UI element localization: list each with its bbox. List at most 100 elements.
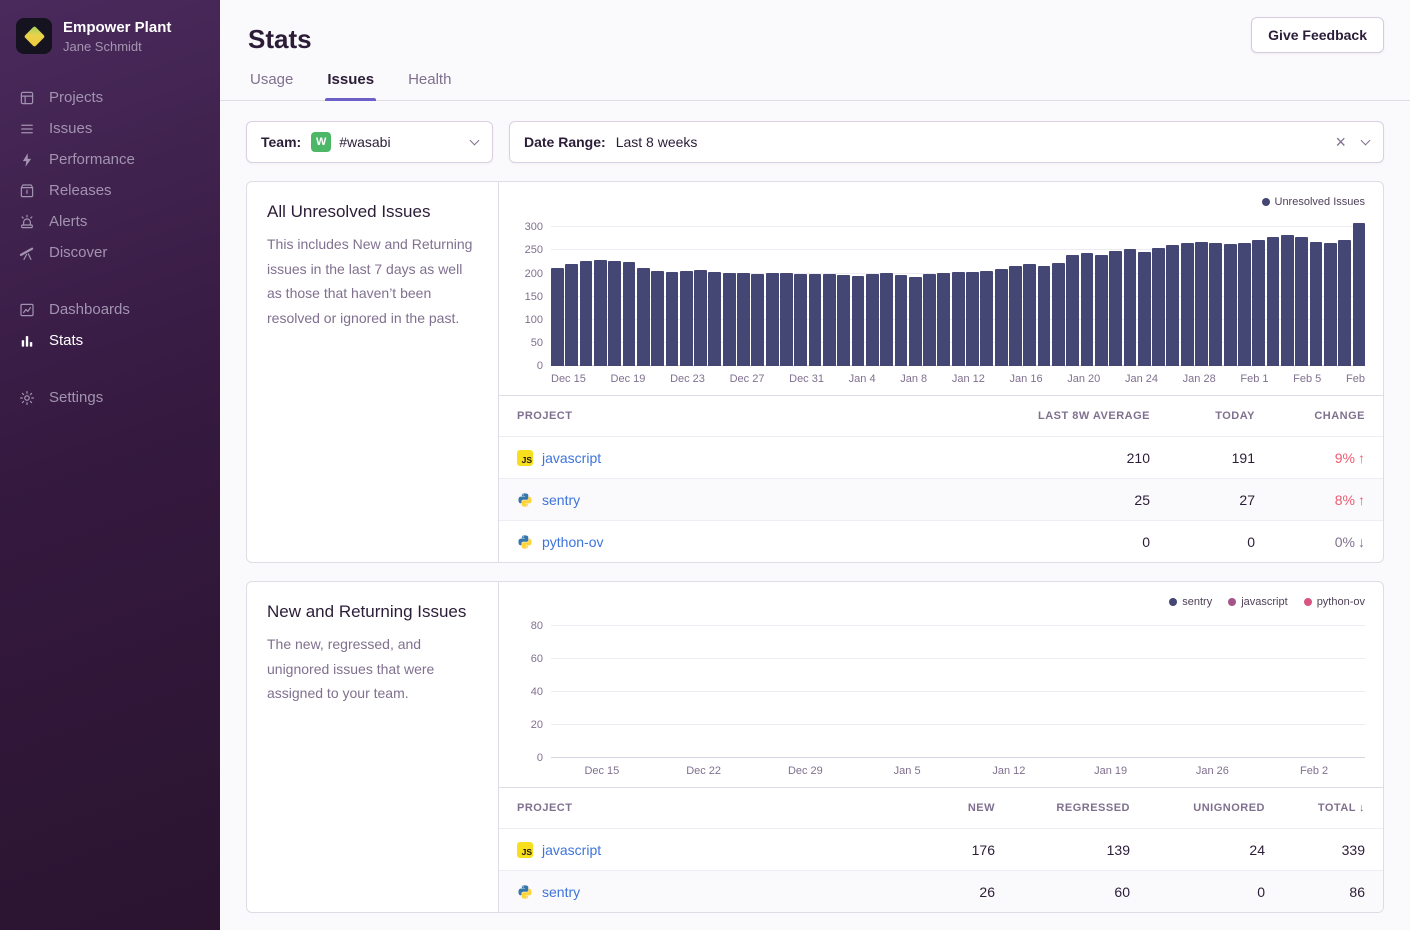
releases-icon: [18, 182, 36, 200]
y-tick-label: 300: [525, 221, 543, 233]
table-row: JSjavascript17613924339: [499, 828, 1383, 870]
y-tick-label: 50: [531, 337, 543, 349]
give-feedback-button[interactable]: Give Feedback: [1251, 17, 1384, 53]
unresolved-bar: [1152, 248, 1165, 366]
chevron-down-icon: [1361, 135, 1371, 145]
legend-label: javascript: [1241, 596, 1287, 608]
tab-issues[interactable]: Issues: [325, 69, 376, 100]
project-cell: JSjavascript: [517, 842, 885, 858]
sidebar-item-label: Releases: [49, 182, 112, 199]
sidebar-item-label: Discover: [49, 244, 107, 261]
tab-usage[interactable]: Usage: [248, 69, 295, 100]
unresolved-bar: [1267, 237, 1280, 366]
project-link[interactable]: javascript: [542, 842, 601, 858]
avg-value: 0: [970, 534, 1150, 550]
content-area: Team: W #wasabi Date Range: Last 8 weeks…: [220, 101, 1410, 930]
unresolved-bar: [980, 271, 993, 366]
sidebar-item-label: Alerts: [49, 213, 87, 230]
sidebar-item-label: Dashboards: [49, 301, 130, 318]
unresolved-bar: [651, 271, 664, 366]
legend-dot-icon: [1304, 598, 1312, 606]
y-tick-label: 250: [525, 244, 543, 256]
unresolved-bar: [1109, 251, 1122, 366]
unresolved-bar: [580, 261, 593, 366]
unresolved-bar: [1138, 252, 1151, 366]
unresolved-bar: [737, 273, 750, 366]
legend-item-python-ov[interactable]: python-ov: [1304, 596, 1365, 608]
x-tick-label: Jan 26: [1162, 765, 1264, 777]
settings-icon: [18, 389, 36, 407]
unresolved-panel-main: Unresolved Issues 050100150200250300 Dec…: [499, 182, 1383, 562]
sidebar-item-stats[interactable]: Stats: [0, 325, 220, 356]
new-returning-chart-x-axis: Dec 15Dec 22Dec 29Jan 5Jan 12Jan 19Jan 2…: [551, 765, 1365, 777]
nav-group-tertiary: Settings: [0, 382, 220, 413]
unresolved-bar: [952, 272, 965, 366]
x-tick-label: Feb: [1346, 373, 1365, 385]
sidebar-item-discover[interactable]: Discover: [0, 237, 220, 268]
table-header-row: PROJECTLAST 8W AVERAGETODAYCHANGE: [499, 396, 1383, 436]
today-value: 0: [1150, 534, 1255, 550]
unresolved-bar: [680, 271, 693, 366]
change-value: 0%↓: [1255, 534, 1365, 550]
legend-item-javascript[interactable]: javascript: [1228, 596, 1287, 608]
sort-down-icon[interactable]: ↓: [1359, 802, 1365, 814]
x-tick-label: Jan 20: [1067, 373, 1100, 385]
project-link[interactable]: python-ov: [542, 534, 603, 550]
filter-bar: Team: W #wasabi Date Range: Last 8 weeks…: [246, 121, 1384, 163]
page-header: Stats Give Feedback: [220, 0, 1410, 55]
x-tick-label: Jan 28: [1183, 373, 1216, 385]
tab-health[interactable]: Health: [406, 69, 453, 100]
unresolved-bar: [880, 273, 893, 366]
sidebar-item-projects[interactable]: Projects: [0, 82, 220, 113]
unresolved-bar: [1324, 243, 1337, 366]
unresolved-bar: [766, 273, 779, 366]
org-switcher[interactable]: Empower Plant Jane Schmidt: [0, 0, 220, 58]
python-icon: [517, 534, 533, 550]
total-value: 86: [1265, 884, 1365, 900]
clear-date-range-icon[interactable]: ×: [1331, 131, 1350, 153]
x-tick-label: Jan 5: [856, 765, 958, 777]
new-returning-panel-subtext: The new, regressed, and unignored issues…: [267, 632, 478, 706]
unresolved-chart-y-axis: 050100150200250300: [517, 218, 551, 366]
unresolved-bar: [923, 274, 936, 366]
sidebar-item-dashboards[interactable]: Dashboards: [0, 294, 220, 325]
legend-dot-icon: [1262, 198, 1270, 206]
unresolved-bar: [1209, 243, 1222, 366]
column-header: REGRESSED: [995, 802, 1130, 814]
unresolved-bar: [1224, 244, 1237, 366]
chevron-down-icon: [470, 135, 480, 145]
sidebar-item-label: Settings: [49, 389, 103, 406]
legend-label: Unresolved Issues: [1275, 196, 1366, 208]
change-value: 9%↑: [1255, 450, 1365, 466]
project-link[interactable]: sentry: [542, 492, 580, 508]
date-range-select[interactable]: Date Range: Last 8 weeks ×: [509, 121, 1384, 163]
org-name: Empower Plant: [63, 18, 171, 38]
unresolved-bar: [909, 277, 922, 366]
unresolved-bar: [594, 260, 607, 366]
unresolved-bar: [1181, 243, 1194, 366]
org-logo: [16, 18, 52, 54]
unresolved-chart-plot[interactable]: [551, 218, 1365, 366]
team-select[interactable]: Team: W #wasabi: [246, 121, 493, 163]
column-header: PROJECT: [517, 410, 970, 422]
unresolved-bar: [1124, 249, 1137, 366]
regressed-value: 139: [995, 842, 1130, 858]
new-value: 26: [885, 884, 995, 900]
project-link[interactable]: javascript: [542, 450, 601, 466]
x-tick-label: Feb 1: [1240, 373, 1268, 385]
page-title: Stats: [248, 24, 1382, 55]
new-returning-chart-plot[interactable]: [551, 618, 1365, 758]
sidebar-item-alerts[interactable]: Alerts: [0, 206, 220, 237]
new-value: 176: [885, 842, 995, 858]
sidebar-item-issues[interactable]: Issues: [0, 113, 220, 144]
sidebar-item-releases[interactable]: Releases: [0, 175, 220, 206]
project-link[interactable]: sentry: [542, 884, 580, 900]
legend-item-sentry[interactable]: sentry: [1169, 596, 1212, 608]
unresolved-bar: [1310, 242, 1323, 366]
unresolved-bar: [637, 268, 650, 366]
sidebar-item-performance[interactable]: Performance: [0, 144, 220, 175]
legend-item-unresolved[interactable]: Unresolved Issues: [1262, 196, 1366, 208]
sidebar-item-settings[interactable]: Settings: [0, 382, 220, 413]
unresolved-panel-title: All Unresolved Issues: [267, 202, 478, 222]
unresolved-bar: [1166, 245, 1179, 366]
